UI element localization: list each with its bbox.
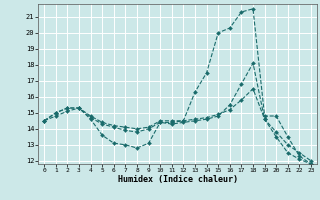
X-axis label: Humidex (Indice chaleur): Humidex (Indice chaleur)	[118, 175, 238, 184]
